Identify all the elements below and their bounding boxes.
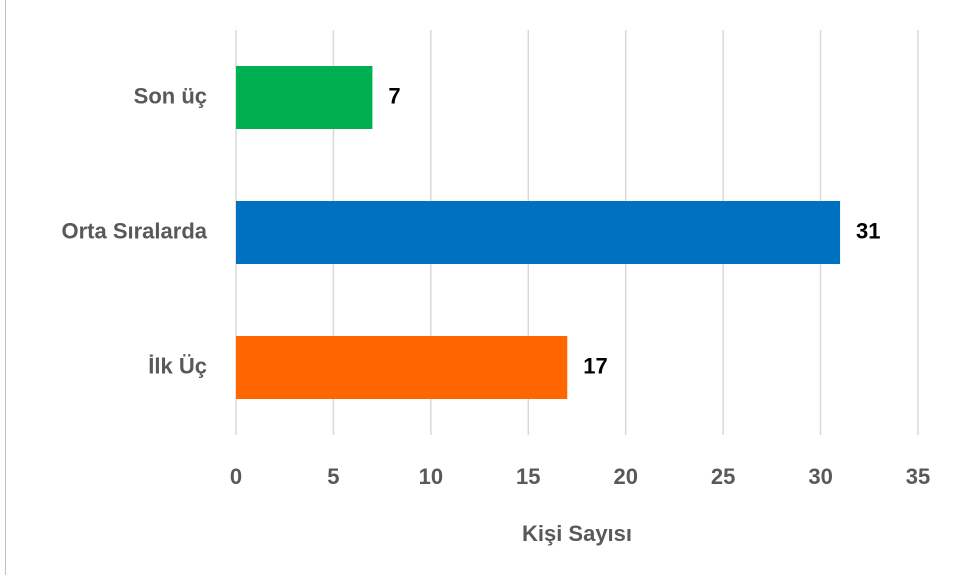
x-tick-label: 5: [327, 464, 339, 489]
y-tick-label: Son üç: [134, 83, 207, 108]
data-label: 17: [583, 353, 607, 378]
data-label: 7: [388, 83, 400, 108]
bar: [236, 66, 373, 129]
x-tick-label: 25: [711, 464, 735, 489]
x-tick-label: 0: [230, 464, 242, 489]
bar: [236, 201, 841, 264]
x-tick-label: 15: [516, 464, 540, 489]
y-tick-label: İlk Üç: [148, 353, 207, 378]
x-tick-label: 10: [419, 464, 443, 489]
x-axis-label: Kişi Sayısı: [522, 521, 632, 546]
bar: [236, 336, 568, 399]
x-tick-label: 20: [613, 464, 637, 489]
x-tick-label: 30: [808, 464, 832, 489]
data-label: 31: [856, 218, 880, 243]
chart-frame: [5, 0, 956, 575]
y-tick-label: Orta Sıralarda: [61, 218, 207, 243]
x-tick-label: 35: [906, 464, 930, 489]
